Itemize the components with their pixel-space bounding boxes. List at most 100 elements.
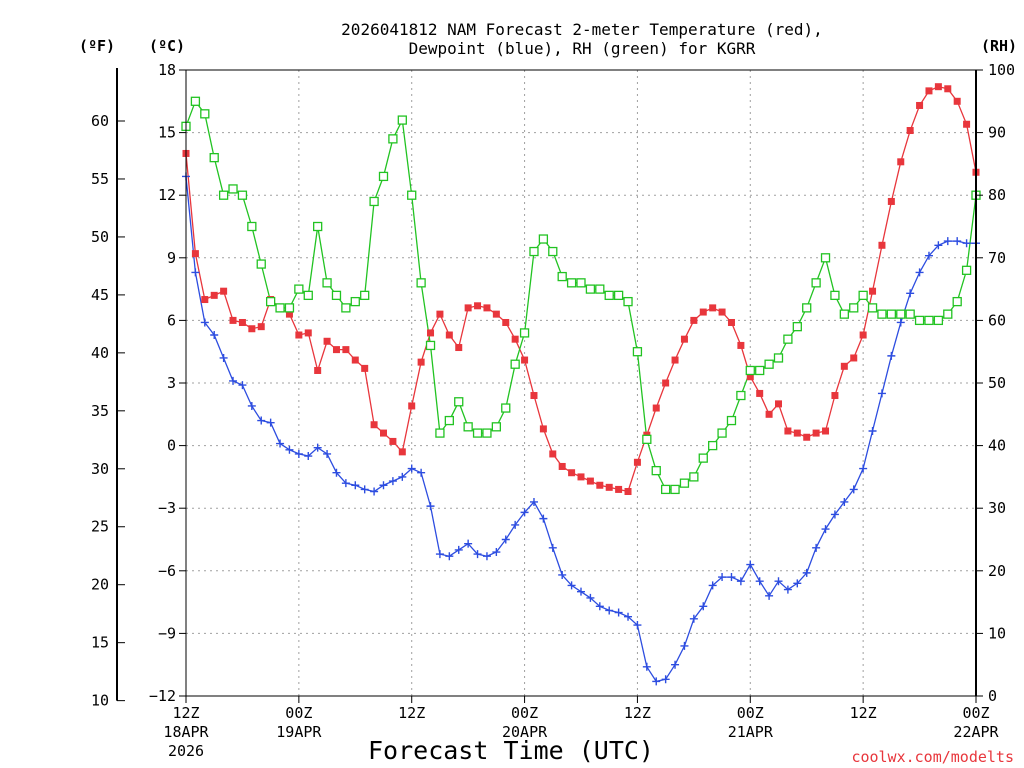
dewpoint-point bbox=[548, 543, 557, 552]
rh-tick-label: 30 bbox=[988, 499, 1006, 517]
dewpoint-point bbox=[746, 560, 755, 569]
rh-point bbox=[576, 278, 586, 288]
dewpoint-point bbox=[238, 381, 247, 390]
rh-point bbox=[463, 422, 473, 432]
series-line-1 bbox=[185, 176, 976, 683]
dewpoint-point bbox=[473, 550, 482, 559]
dewpoint-point bbox=[915, 268, 924, 277]
temperature-point bbox=[304, 329, 312, 337]
rh-point bbox=[397, 115, 407, 125]
rh-point bbox=[811, 278, 821, 288]
rh-point bbox=[265, 296, 276, 307]
rh-point bbox=[961, 265, 972, 275]
dewpoint-point bbox=[595, 602, 604, 611]
dewpoint-point bbox=[934, 241, 943, 250]
x-tick-date-label: 20APR bbox=[502, 723, 548, 741]
rh-point bbox=[218, 190, 229, 200]
x-tick-time-label: 00Z bbox=[737, 704, 764, 722]
rh-point bbox=[360, 290, 370, 301]
dewpoint-point bbox=[398, 472, 407, 481]
fahrenheit-tick-label: 25 bbox=[91, 518, 109, 536]
dewpoint-point bbox=[323, 449, 332, 458]
dewpoint-point bbox=[492, 548, 501, 557]
rh-point bbox=[557, 271, 567, 282]
rh-point bbox=[247, 221, 257, 232]
temperature-point bbox=[398, 448, 406, 456]
temperature-point bbox=[633, 458, 641, 466]
rh-tick-label: 60 bbox=[988, 311, 1006, 329]
x-tick-date-label: 21APR bbox=[728, 723, 774, 741]
temperature-point bbox=[285, 310, 293, 318]
dewpoint-point bbox=[257, 416, 266, 425]
rh-point bbox=[905, 309, 915, 319]
rh-point bbox=[472, 428, 483, 438]
source-credit: coolwx.com/modelts bbox=[851, 748, 1014, 766]
temperature-point bbox=[380, 429, 387, 437]
rh-point bbox=[275, 303, 285, 313]
dewpoint-point bbox=[953, 237, 962, 246]
temperature-point bbox=[248, 325, 256, 333]
temperature-point bbox=[916, 101, 924, 109]
rh-point bbox=[548, 246, 558, 257]
rh-point bbox=[425, 340, 436, 351]
dewpoint-point bbox=[435, 550, 444, 559]
temperature-point bbox=[257, 323, 265, 331]
rh-point bbox=[679, 478, 690, 488]
rh-point bbox=[698, 453, 708, 463]
dewpoint-point bbox=[539, 514, 548, 523]
x-axis-label: Forecast Time (UTC) bbox=[368, 736, 654, 765]
temperature-point bbox=[662, 379, 670, 387]
temperature-point bbox=[756, 389, 764, 397]
temperature-point bbox=[793, 429, 801, 437]
temperature-point bbox=[953, 97, 961, 105]
celsius-tick-label: 3 bbox=[167, 374, 176, 392]
rh-point bbox=[613, 290, 624, 301]
dewpoint-point bbox=[482, 552, 491, 561]
dewpoint-point bbox=[859, 464, 868, 473]
dewpoint-point bbox=[652, 677, 661, 686]
fahrenheit-tick-label: 10 bbox=[91, 692, 109, 710]
rh-tick-label: 20 bbox=[988, 562, 1006, 580]
dewpoint-point bbox=[407, 464, 416, 473]
temperature-point bbox=[897, 158, 905, 166]
rh-point bbox=[491, 422, 502, 432]
temperature-point bbox=[652, 404, 660, 412]
celsius-tick-label: −6 bbox=[158, 562, 176, 580]
temperature-point bbox=[427, 329, 435, 337]
x-tick-time-label: 00Z bbox=[511, 704, 538, 722]
celsius-tick-label: 15 bbox=[158, 124, 176, 142]
rh-point bbox=[632, 347, 643, 357]
temperature-point bbox=[596, 481, 604, 489]
rh-point bbox=[501, 403, 511, 413]
dewpoint-point bbox=[332, 468, 341, 477]
x-tick-time-label: 12Z bbox=[172, 704, 199, 722]
dewpoint-point bbox=[266, 418, 275, 427]
rh-tick-label: 10 bbox=[988, 624, 1006, 642]
temperature-point bbox=[869, 287, 877, 295]
rh-point bbox=[755, 365, 765, 376]
dewpoint-point bbox=[642, 662, 651, 671]
fahrenheit-tick-label: 35 bbox=[91, 402, 109, 420]
temperature-point bbox=[822, 427, 830, 435]
temperature-point bbox=[690, 316, 698, 324]
dewpoint-point bbox=[896, 318, 905, 327]
dewpoint-point bbox=[680, 641, 689, 650]
rh-tick-label: 70 bbox=[988, 249, 1006, 267]
rh-point bbox=[284, 303, 295, 313]
rh-point bbox=[228, 184, 238, 194]
x-tick-time-label: 00Z bbox=[285, 704, 312, 722]
temperature-point bbox=[784, 427, 792, 435]
rh-point bbox=[867, 303, 878, 313]
rh-point bbox=[510, 359, 520, 369]
temperature-point bbox=[850, 354, 858, 362]
rh-point bbox=[764, 359, 774, 369]
temperature-point bbox=[906, 127, 914, 135]
rh-point bbox=[952, 296, 962, 307]
rh-point bbox=[745, 365, 755, 376]
dewpoint-point bbox=[247, 401, 256, 410]
dewpoint-point bbox=[426, 502, 435, 511]
rh-point bbox=[585, 284, 596, 294]
rh-point bbox=[331, 290, 342, 301]
temperature-point bbox=[436, 310, 444, 318]
temperature-point bbox=[718, 308, 726, 316]
